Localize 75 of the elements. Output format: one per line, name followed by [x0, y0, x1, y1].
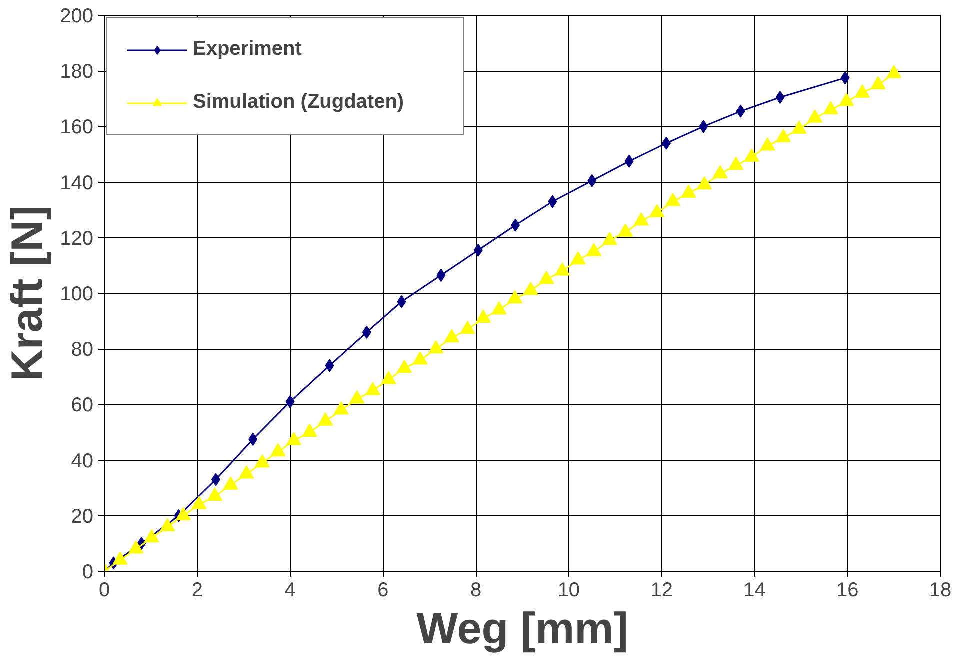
- y-tick-label: 60: [71, 394, 94, 417]
- x-tick-label: 8: [470, 580, 482, 602]
- y-tick-label: 0: [82, 562, 94, 584]
- point: [254, 454, 270, 468]
- legend-label: Simulation (Zugdaten): [193, 91, 406, 114]
- point: [681, 184, 696, 198]
- point: [523, 282, 538, 296]
- point: [712, 165, 728, 178]
- point: [350, 390, 365, 404]
- point: [334, 402, 349, 415]
- point: [808, 110, 823, 123]
- y-tick-label: 200: [60, 6, 94, 28]
- point: [650, 204, 665, 218]
- x-tick-label: 10: [558, 580, 580, 602]
- y-axis-title: Kraft [N]: [3, 206, 52, 382]
- point: [728, 157, 744, 170]
- point: [476, 310, 491, 324]
- point: [112, 552, 128, 565]
- point: [176, 507, 191, 520]
- y-tick-label: 120: [60, 228, 94, 250]
- point: [302, 424, 318, 438]
- point: [602, 232, 618, 246]
- point: [128, 540, 144, 554]
- point: [586, 243, 602, 256]
- point: [444, 329, 460, 343]
- point: [618, 224, 634, 237]
- y-tick-label: 100: [60, 284, 94, 306]
- point: [665, 193, 680, 206]
- x-tick-label: 2: [192, 580, 203, 602]
- point: [223, 476, 238, 490]
- point: [539, 271, 554, 284]
- point: [886, 65, 902, 78]
- point: [318, 412, 334, 426]
- point: [460, 321, 476, 334]
- point: [634, 212, 649, 226]
- point: [365, 382, 380, 396]
- point: [760, 138, 776, 151]
- point: [744, 148, 760, 162]
- point: [397, 360, 412, 374]
- point: [839, 93, 854, 106]
- point: [412, 352, 428, 365]
- point: [144, 530, 160, 543]
- x-tick-label: 6: [378, 580, 389, 602]
- x-tick-label: 0: [98, 580, 110, 602]
- point: [381, 371, 396, 384]
- x-axis-title: Weg [mm]: [416, 604, 628, 654]
- y-tick-label: 40: [71, 450, 94, 472]
- point: [286, 432, 302, 446]
- point: [160, 518, 176, 532]
- point: [870, 76, 886, 90]
- legend-label: Experiment: [193, 38, 303, 61]
- point: [554, 262, 570, 276]
- x-tick-label: 4: [284, 580, 296, 602]
- y-tick-label: 180: [60, 61, 94, 84]
- point: [508, 290, 523, 304]
- point: [192, 496, 207, 510]
- point: [854, 84, 870, 98]
- point: [823, 101, 838, 115]
- y-tick-label: 160: [60, 116, 94, 139]
- point: [428, 340, 444, 354]
- x-tick-label: 16: [836, 580, 859, 602]
- y-tick-label: 140: [60, 172, 94, 194]
- point: [792, 120, 807, 134]
- point: [239, 466, 254, 479]
- point: [270, 443, 286, 456]
- y-tick-label: 80: [71, 339, 94, 362]
- y-tick-label: 20: [71, 506, 94, 528]
- x-tick-label: 14: [744, 580, 766, 602]
- point: [570, 252, 586, 265]
- point: [776, 129, 792, 142]
- x-tick-label: 18: [929, 580, 952, 602]
- point: [492, 302, 507, 315]
- point: [208, 488, 223, 501]
- x-tick-label: 12: [650, 580, 673, 602]
- point: [697, 176, 712, 190]
